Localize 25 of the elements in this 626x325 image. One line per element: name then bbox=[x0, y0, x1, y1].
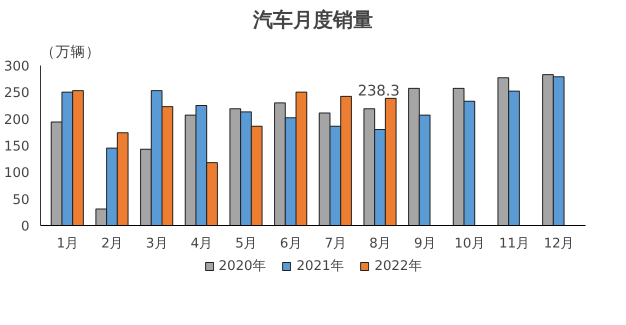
legend-label: 2022年 bbox=[374, 258, 422, 275]
x-tick-label: 6月 bbox=[280, 236, 302, 252]
chart-title: 汽车月度销量 bbox=[252, 8, 373, 32]
x-tick-label: 11月 bbox=[499, 236, 530, 252]
x-tick-label: 4月 bbox=[190, 236, 212, 252]
legend-label: 2020年 bbox=[218, 258, 266, 275]
x-tick-label: 1月 bbox=[56, 236, 78, 252]
x-tick-label: 5月 bbox=[235, 236, 257, 252]
x-tick-label: 2月 bbox=[101, 236, 123, 252]
x-tick-label: 3月 bbox=[146, 236, 168, 252]
y-tick-label: 0 bbox=[21, 220, 30, 234]
x-tick-label: 8月 bbox=[369, 236, 391, 252]
x-tick-label: 7月 bbox=[324, 236, 346, 252]
y-tick-label: 250 bbox=[4, 86, 30, 102]
y-tick-label: 150 bbox=[4, 140, 30, 154]
y-tick-label: 300 bbox=[4, 60, 30, 74]
legend-label: 2021年 bbox=[296, 258, 344, 275]
x-tick-label: 12月 bbox=[544, 236, 574, 252]
x-tick-label: 9月 bbox=[414, 236, 436, 252]
y-tick-label: 200 bbox=[4, 112, 30, 128]
data-label: 238.3 bbox=[358, 82, 400, 100]
y-tick-label: 50 bbox=[12, 192, 30, 208]
y-tick-label: 100 bbox=[4, 166, 30, 182]
y-axis-title: （万辆） bbox=[40, 44, 100, 60]
x-tick-label: 10月 bbox=[454, 236, 484, 252]
